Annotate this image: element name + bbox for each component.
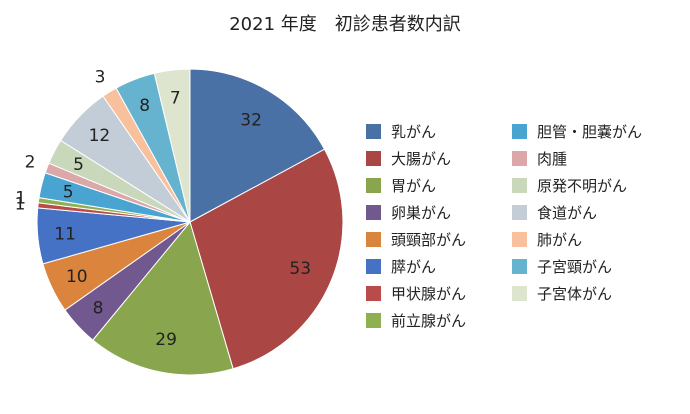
- slice-value-label: 10: [66, 267, 88, 287]
- legend-item: 子宮体がん: [512, 285, 612, 303]
- legend-label: 子宮頸がん: [537, 258, 612, 276]
- slice-value-label: 11: [54, 225, 76, 245]
- legend-item: 肉腫: [512, 150, 567, 168]
- legend-label: 卵巣がん: [391, 204, 451, 222]
- legend-item: 頭頸部がん: [366, 231, 466, 249]
- slice-value-label: 32: [240, 111, 262, 131]
- chart-title: 2021 年度 初診患者数内訳: [229, 14, 461, 35]
- slice-value-label: 1: [15, 194, 26, 214]
- legend-label: 子宮体がん: [537, 285, 612, 303]
- legend-label: 乳がん: [391, 123, 436, 141]
- pie-outline: [36, 68, 344, 376]
- legend-swatch: [366, 151, 381, 166]
- legend-label: 胆管・胆嚢がん: [537, 123, 642, 141]
- legend-label: 胃がん: [391, 177, 436, 195]
- legend-item: 甲状腺がん: [366, 285, 466, 303]
- pie-slices: [36, 68, 344, 376]
- legend-item: 乳がん: [366, 123, 436, 141]
- legend-swatch: [512, 124, 527, 139]
- legend-swatch: [366, 286, 381, 301]
- legend-item: 肺がん: [512, 231, 582, 249]
- slice-value-label: 5: [63, 183, 74, 203]
- slice-value-label: 1: [15, 189, 26, 209]
- legend-swatch: [366, 313, 381, 328]
- legend-item: 食道がん: [512, 204, 597, 222]
- legend-swatch: [366, 205, 381, 220]
- legend-label: 肉腫: [537, 150, 567, 168]
- legend-swatch: [512, 205, 527, 220]
- legend-swatch: [512, 178, 527, 193]
- slice-value-label: 29: [155, 330, 177, 350]
- legend-item: 胃がん: [366, 177, 436, 195]
- slice-value-label: 2: [25, 153, 36, 173]
- legend-label: 食道がん: [537, 204, 597, 222]
- legend-item: 子宮頸がん: [512, 258, 612, 276]
- legend-swatch: [512, 232, 527, 247]
- slice-value-label: 3: [95, 68, 106, 88]
- slice-value-label: 12: [89, 126, 111, 146]
- legend-swatch: [512, 259, 527, 274]
- legend-swatch: [512, 151, 527, 166]
- slice-value-label: 8: [139, 96, 150, 116]
- legend-item: 胆管・胆嚢がん: [512, 123, 642, 141]
- legend-item: 大腸がん: [366, 150, 451, 168]
- slice-value-label: 7: [170, 88, 181, 108]
- legend-swatch: [512, 286, 527, 301]
- legend-label: 原発不明がん: [537, 177, 627, 195]
- legend-item: 膵がん: [366, 258, 436, 276]
- slice-value-label: 5: [73, 155, 84, 175]
- legend-item: 前立腺がん: [366, 312, 466, 330]
- legend-label: 頭頸部がん: [391, 231, 466, 249]
- slice-value-label: 8: [93, 298, 104, 318]
- legend-item: 卵巣がん: [366, 204, 451, 222]
- slice-value-label: 53: [289, 259, 311, 279]
- legend-label: 前立腺がん: [391, 312, 466, 330]
- legend-swatch: [366, 259, 381, 274]
- legend-item: 原発不明がん: [512, 177, 627, 195]
- legend-swatch: [366, 232, 381, 247]
- legend-label: 肺がん: [537, 231, 582, 249]
- legend-label: 大腸がん: [391, 150, 451, 168]
- legend-label: 甲状腺がん: [391, 285, 466, 303]
- legend-swatch: [366, 178, 381, 193]
- legend-swatch: [366, 124, 381, 139]
- legend-label: 膵がん: [391, 258, 436, 276]
